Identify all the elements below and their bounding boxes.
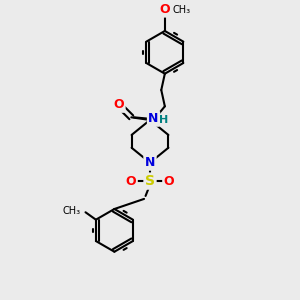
- Text: H: H: [159, 115, 169, 125]
- Text: O: O: [113, 98, 124, 111]
- Text: N: N: [145, 156, 155, 169]
- Text: O: O: [126, 175, 136, 188]
- Text: CH₃: CH₃: [172, 4, 190, 15]
- Text: N: N: [148, 112, 159, 125]
- Text: O: O: [164, 175, 174, 188]
- Text: CH₃: CH₃: [62, 206, 80, 216]
- Text: O: O: [160, 3, 170, 16]
- Text: S: S: [145, 174, 155, 188]
